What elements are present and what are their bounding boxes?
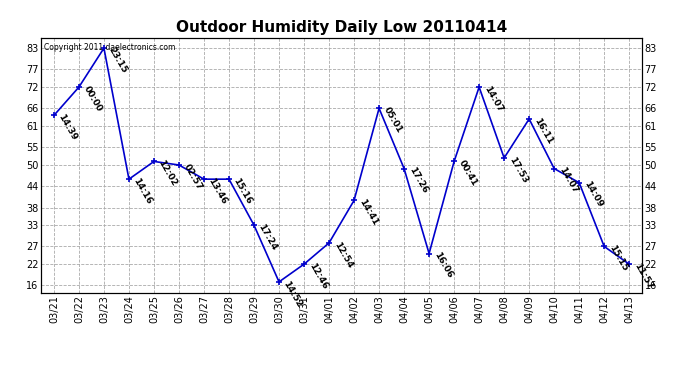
Text: 17:53: 17:53 — [507, 155, 529, 184]
Text: 14:39: 14:39 — [57, 112, 79, 142]
Text: 14:09: 14:09 — [582, 180, 604, 209]
Text: 00:00: 00:00 — [81, 84, 104, 113]
Text: 17:26: 17:26 — [407, 166, 429, 195]
Text: 14:16: 14:16 — [132, 176, 154, 206]
Text: 14:41: 14:41 — [357, 198, 379, 227]
Text: Copyright 2011 daelectronics.com: Copyright 2011 daelectronics.com — [44, 43, 176, 52]
Text: 12:54: 12:54 — [332, 240, 354, 270]
Text: 00:41: 00:41 — [457, 159, 479, 188]
Text: 17:24: 17:24 — [257, 222, 279, 252]
Text: 12:02: 12:02 — [157, 159, 179, 188]
Text: 14:07: 14:07 — [557, 166, 579, 195]
Text: 05:01: 05:01 — [382, 105, 404, 135]
Text: 15:16: 15:16 — [232, 176, 254, 206]
Text: 23:15: 23:15 — [107, 45, 129, 75]
Text: 15:15: 15:15 — [607, 244, 629, 273]
Text: 16:11: 16:11 — [532, 116, 554, 146]
Text: 14:52: 14:52 — [282, 279, 304, 309]
Text: 16:06: 16:06 — [432, 251, 454, 280]
Title: Outdoor Humidity Daily Low 20110414: Outdoor Humidity Daily Low 20110414 — [176, 20, 507, 35]
Text: 13:46: 13:46 — [207, 176, 229, 206]
Text: 12:46: 12:46 — [307, 261, 329, 291]
Text: 14:07: 14:07 — [482, 84, 504, 114]
Text: 11:57: 11:57 — [632, 261, 654, 291]
Text: 02:57: 02:57 — [181, 162, 204, 192]
